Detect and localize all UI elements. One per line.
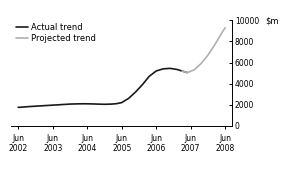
Projected trend (224, 27, 227, 29)
Y-axis label: $m: $m (265, 16, 278, 25)
Actual trend (41, 105, 44, 107)
Actual trend (103, 103, 106, 105)
Line: Projected trend: Projected trend (182, 28, 225, 73)
Actual trend (175, 68, 179, 70)
Actual trend (127, 97, 130, 99)
Projected trend (206, 54, 210, 56)
Projected trend (199, 63, 203, 65)
Actual trend (134, 91, 137, 93)
Actual trend (141, 84, 144, 86)
Actual trend (115, 103, 118, 105)
Actual trend (48, 104, 51, 106)
Actual trend (155, 70, 158, 72)
Actual trend (22, 106, 25, 108)
Projected trend (192, 69, 196, 71)
Actual trend (75, 103, 79, 105)
Actual trend (168, 67, 172, 69)
Actual trend (34, 105, 37, 107)
Projected trend (220, 32, 223, 34)
Actual trend (147, 75, 151, 77)
Actual trend (27, 106, 30, 108)
Actual trend (186, 72, 189, 74)
Actual trend (89, 103, 92, 105)
Actual trend (82, 103, 85, 105)
Line: Actual trend: Actual trend (18, 68, 187, 107)
Actual trend (68, 103, 72, 105)
Legend: Actual trend, Projected trend: Actual trend, Projected trend (16, 22, 97, 44)
Projected trend (186, 72, 189, 74)
Actual trend (61, 104, 65, 106)
Actual trend (54, 104, 58, 106)
Actual trend (120, 102, 123, 104)
Actual trend (180, 70, 184, 72)
Actual trend (96, 103, 99, 105)
Actual trend (161, 68, 165, 70)
Projected trend (180, 70, 184, 72)
Actual trend (110, 103, 113, 105)
Actual trend (16, 106, 20, 108)
Projected trend (213, 44, 216, 46)
